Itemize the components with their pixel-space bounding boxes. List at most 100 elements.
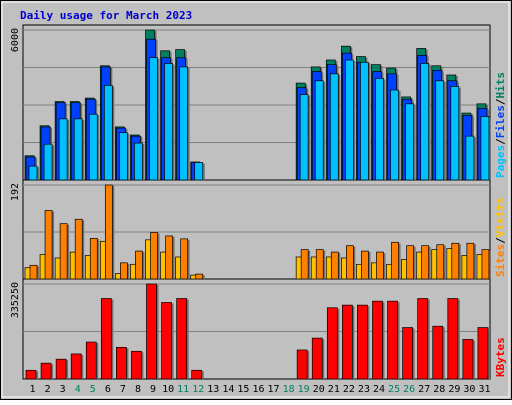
kbytes-bar bbox=[372, 300, 383, 380]
pages-bar bbox=[179, 66, 188, 181]
pages-bar bbox=[375, 78, 384, 181]
legend-kbytes: KBytes bbox=[494, 337, 507, 377]
x-tick-label-day-16: 16 bbox=[252, 384, 264, 395]
x-tick-label-day-20: 20 bbox=[313, 384, 325, 395]
pages-bar bbox=[88, 113, 98, 181]
legend-sites-visits-part: / bbox=[494, 237, 507, 244]
kbytes-bar bbox=[447, 298, 459, 380]
pages-bar bbox=[119, 132, 128, 181]
x-tick-label-day-31: 31 bbox=[478, 384, 490, 395]
x-tick-label-day-17: 17 bbox=[268, 384, 280, 395]
x-tick-label-day-5: 5 bbox=[90, 384, 96, 395]
pages-bar bbox=[194, 162, 204, 181]
x-tick-label-day-3: 3 bbox=[60, 384, 66, 395]
sites-bar bbox=[89, 238, 98, 280]
x-tick-label-day-12: 12 bbox=[192, 384, 204, 395]
x-tick-label-day-11: 11 bbox=[177, 384, 189, 395]
legend-pages-files-hits-part: / bbox=[494, 98, 507, 105]
kbytes-bar bbox=[85, 341, 97, 380]
pages-bar bbox=[164, 63, 173, 181]
sites-bar bbox=[451, 242, 460, 280]
kbytes-bar bbox=[55, 358, 67, 380]
x-tick-label-day-13: 13 bbox=[207, 384, 219, 395]
pages-bar bbox=[465, 135, 475, 181]
kbytes-bar bbox=[100, 298, 112, 380]
pages-bar bbox=[345, 59, 354, 181]
x-tick-label-day-6: 6 bbox=[105, 384, 111, 395]
chart-frame-bevel bbox=[1, 1, 510, 398]
legend-sites-visits-part: Sites bbox=[494, 244, 507, 277]
x-tick-label-day-23: 23 bbox=[358, 384, 370, 395]
sites-bar bbox=[421, 245, 430, 280]
pages-bar bbox=[420, 63, 430, 181]
yaxis-max-label-visits: 192 bbox=[10, 183, 21, 201]
x-tick-label-day-28: 28 bbox=[433, 384, 445, 395]
yaxis-max-label-hits: 6000 bbox=[10, 28, 21, 52]
kbytes-bar bbox=[311, 337, 323, 380]
x-tick-label-day-8: 8 bbox=[135, 384, 141, 395]
sites-bar bbox=[436, 244, 445, 280]
kbytes-bar bbox=[25, 369, 37, 380]
pages-bar bbox=[450, 86, 460, 181]
sites-bar bbox=[330, 251, 339, 280]
legend-kbytes-part: KBytes bbox=[494, 337, 507, 377]
pages-bar bbox=[103, 85, 113, 181]
kbytes-bar bbox=[357, 304, 368, 380]
sites-bar bbox=[165, 235, 173, 280]
x-tick-label-day-26: 26 bbox=[403, 384, 415, 395]
x-tick-label-day-18: 18 bbox=[283, 384, 295, 395]
x-tick-label-day-27: 27 bbox=[418, 384, 430, 395]
sites-bar bbox=[300, 249, 309, 280]
sites-bar bbox=[406, 245, 414, 280]
sites-bar bbox=[44, 210, 53, 280]
pages-bar bbox=[43, 143, 53, 181]
pages-bar bbox=[314, 80, 324, 181]
pages-bar bbox=[149, 57, 158, 181]
pages-bar bbox=[28, 165, 38, 181]
kbytes-bar bbox=[417, 298, 429, 380]
pages-bar bbox=[58, 118, 68, 181]
x-tick-label-day-14: 14 bbox=[222, 384, 234, 395]
kbytes-bar bbox=[402, 327, 413, 380]
legend-sites-visits-part: Visits bbox=[494, 198, 507, 238]
x-tick-label-day-15: 15 bbox=[237, 384, 249, 395]
x-tick-label-day-29: 29 bbox=[448, 384, 460, 395]
kbytes-bar bbox=[146, 283, 157, 380]
legend-pages-files-hits-part: Files bbox=[494, 105, 507, 138]
x-tick-label-day-24: 24 bbox=[373, 384, 385, 395]
kbytes-bar bbox=[116, 346, 127, 380]
x-tick-label-day-2: 2 bbox=[45, 384, 51, 395]
x-tick-label-day-30: 30 bbox=[463, 384, 475, 395]
sites-bar bbox=[104, 184, 113, 280]
legend-pages-files-hits: Pages/Files/Hits bbox=[494, 72, 507, 178]
sites-bar bbox=[466, 242, 475, 280]
pages-bar bbox=[299, 94, 309, 181]
x-tick-label-day-4: 4 bbox=[75, 384, 81, 395]
sites-bar bbox=[195, 273, 204, 280]
pages-bar bbox=[134, 142, 143, 181]
sites-bar bbox=[315, 249, 324, 280]
x-tick-label-day-21: 21 bbox=[328, 384, 340, 395]
pages-bar bbox=[480, 116, 490, 181]
x-tick-label-day-9: 9 bbox=[150, 384, 156, 395]
legend-sites-visits: Sites/Visits bbox=[494, 198, 507, 278]
x-tick-label-day-10: 10 bbox=[162, 384, 174, 395]
x-tick-label-day-22: 22 bbox=[343, 384, 355, 395]
pages-bar bbox=[360, 61, 369, 181]
pages-bar bbox=[329, 73, 339, 181]
kbytes-bar bbox=[296, 349, 308, 380]
sites-bar bbox=[135, 250, 143, 280]
sites-bar bbox=[391, 241, 399, 280]
kbytes-bar bbox=[342, 304, 353, 380]
legend-pages-files-hits-part: Pages bbox=[494, 145, 507, 178]
yaxis-max-label-kbytes: 335250 bbox=[10, 282, 21, 318]
sites-bar bbox=[74, 218, 83, 280]
sites-bar bbox=[59, 223, 68, 280]
legend-pages-files-hits-part: / bbox=[494, 138, 507, 145]
x-tick-label-day-1: 1 bbox=[30, 384, 36, 395]
kbytes-bar bbox=[326, 307, 338, 380]
kbytes-bar bbox=[477, 327, 489, 380]
x-tick-label-day-25: 25 bbox=[388, 384, 400, 395]
